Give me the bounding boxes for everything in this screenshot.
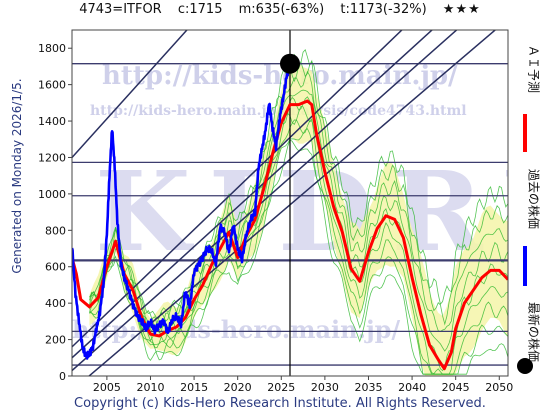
x-tick-label-2015: 2015: [180, 381, 208, 394]
x-tick-label-2025: 2025: [267, 381, 295, 394]
plot-area: KIDRIhttp://kids-hero.main.jp/http://kid…: [72, 30, 560, 376]
x-tick-label-2040: 2040: [398, 381, 426, 394]
watermark-url-bottom: http://kids-hero.main.jp/: [72, 315, 400, 344]
y-tick-label-1400: 1400: [38, 115, 66, 128]
y-tick-label-1800: 1800: [38, 42, 66, 55]
legend: ＡＩ予測 過去の株価 最新の株価: [512, 30, 556, 390]
x-tick-label-2035: 2035: [354, 381, 382, 394]
chart-title: 4743=ITFOR c:1715 m:635(-63%) t:1173(-32…: [0, 2, 560, 17]
x-tick-label-2050: 2050: [485, 381, 513, 394]
x-tick-label-2005: 2005: [93, 381, 121, 394]
target-price: t:1173(-32%): [340, 2, 427, 17]
latest-price-marker: [280, 53, 300, 74]
stock-code: 4743=ITFOR: [79, 2, 162, 17]
legend-ai-text: ＡＩ予測: [526, 44, 541, 94]
y-tick-label-600: 600: [45, 261, 66, 274]
past-price-line: [72, 63, 292, 360]
y-tick-label-400: 400: [45, 297, 66, 310]
prediction-band-line-6: [89, 89, 508, 352]
current-price: c:1715: [177, 2, 223, 17]
legend-ai-label: ＡＩ予測: [512, 30, 556, 108]
y-tick-label-1200: 1200: [38, 151, 66, 164]
x-tick-label-2045: 2045: [442, 381, 470, 394]
legend-ai-swatch: [523, 114, 527, 152]
legend-past-swatch: [523, 246, 527, 286]
legend-latest-text: 最新の株価: [526, 301, 541, 363]
rating-stars: ★★★: [442, 2, 481, 17]
y-tick-label-200: 200: [45, 334, 66, 347]
y-tick-label-800: 800: [45, 224, 66, 237]
legend-latest-marker: [517, 358, 533, 374]
y-tick-label-1600: 1600: [38, 79, 66, 92]
legend-past-label: 過去の株価: [512, 158, 556, 240]
watermark-logo: KIDRI: [95, 147, 560, 276]
x-tick-label-2020: 2020: [224, 381, 252, 394]
copyright-footer: Copyright (c) Kids-Hero Research Institu…: [74, 396, 486, 411]
min-price: m:635(-63%): [238, 2, 325, 17]
plot-frame: [71, 29, 509, 377]
x-tick-label-2030: 2030: [311, 381, 339, 394]
x-tick-label-2010: 2010: [136, 381, 164, 394]
legend-past-text: 過去の株価: [526, 168, 541, 230]
trendline-1: [72, 30, 188, 158]
ai-prediction-line: [72, 99, 508, 371]
prediction-band-line-4: [89, 105, 508, 375]
y-tick-label-1000: 1000: [38, 188, 66, 201]
y-tick-label-0: 0: [59, 370, 66, 383]
